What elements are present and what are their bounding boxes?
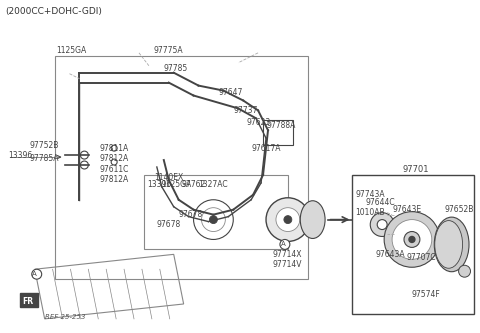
Text: A: A <box>280 241 285 247</box>
Text: 97811A: 97811A <box>99 144 129 153</box>
Text: 97623: 97623 <box>246 118 270 127</box>
Text: 97775A: 97775A <box>154 46 183 55</box>
Text: 97678: 97678 <box>179 210 203 219</box>
Text: 1125GA: 1125GA <box>161 180 191 189</box>
Text: A: A <box>32 271 37 277</box>
Text: 97788A: 97788A <box>266 121 295 130</box>
Circle shape <box>409 236 415 242</box>
Text: 97812A: 97812A <box>99 154 129 163</box>
Text: 97611C: 97611C <box>99 166 129 174</box>
Text: 1125GA: 1125GA <box>57 46 87 55</box>
Text: 1327AC: 1327AC <box>199 180 228 189</box>
Circle shape <box>377 219 387 229</box>
Text: 97617A: 97617A <box>251 144 281 153</box>
Circle shape <box>266 198 310 241</box>
Text: 97714X: 97714X <box>273 250 302 259</box>
Circle shape <box>370 213 394 236</box>
Circle shape <box>384 212 440 267</box>
Text: FR: FR <box>22 297 33 306</box>
Text: 97785A: 97785A <box>30 154 59 163</box>
Circle shape <box>404 231 420 247</box>
Circle shape <box>284 216 292 223</box>
Ellipse shape <box>434 217 469 272</box>
Text: 97812A: 97812A <box>99 175 129 184</box>
Ellipse shape <box>435 220 463 268</box>
Text: 97644C: 97644C <box>365 198 395 207</box>
Circle shape <box>276 208 300 231</box>
Circle shape <box>209 216 217 223</box>
Circle shape <box>81 151 88 159</box>
Circle shape <box>280 239 290 249</box>
Bar <box>263 120 293 145</box>
Bar <box>20 293 38 307</box>
Circle shape <box>458 265 470 277</box>
FancyArrowPatch shape <box>57 156 60 159</box>
Text: 97737: 97737 <box>233 106 258 115</box>
Text: 1010AB: 1010AB <box>355 208 385 217</box>
Text: 13396: 13396 <box>8 151 32 160</box>
Circle shape <box>111 159 117 165</box>
Circle shape <box>32 269 42 279</box>
Circle shape <box>81 161 88 169</box>
Text: 97574F: 97574F <box>412 290 441 299</box>
Text: 97707C: 97707C <box>407 253 437 262</box>
Text: 97743A: 97743A <box>355 190 385 199</box>
Text: 97652B: 97652B <box>444 205 474 214</box>
Text: REF 25-253: REF 25-253 <box>45 314 85 320</box>
Circle shape <box>111 145 117 151</box>
Circle shape <box>202 208 225 231</box>
Text: 97643E: 97643E <box>392 205 421 214</box>
Text: 97714V: 97714V <box>273 260 302 269</box>
Text: 97752B: 97752B <box>30 141 59 150</box>
Text: 97785: 97785 <box>164 64 188 73</box>
Text: 97678: 97678 <box>157 220 181 229</box>
Circle shape <box>392 219 432 259</box>
Text: 97701: 97701 <box>402 166 429 174</box>
Text: 1140EX: 1140EX <box>154 173 183 182</box>
Text: (2000CC+DOHC-GDI): (2000CC+DOHC-GDI) <box>5 7 102 16</box>
Ellipse shape <box>300 201 325 238</box>
Text: 97643A: 97643A <box>375 250 405 259</box>
Circle shape <box>193 200 233 239</box>
Text: 97762: 97762 <box>181 180 206 189</box>
Text: 13396: 13396 <box>147 180 171 189</box>
Text: 97647: 97647 <box>218 88 243 97</box>
